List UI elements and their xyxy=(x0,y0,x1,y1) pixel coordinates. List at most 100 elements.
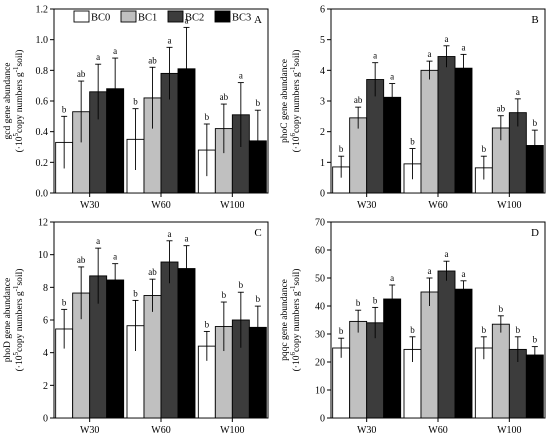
bar-bc0 xyxy=(332,347,351,419)
y-tick-label: 0 xyxy=(43,414,48,425)
legend-label-bc3: BC3 xyxy=(232,13,251,24)
significance-label: a xyxy=(239,71,243,81)
significance-label: a xyxy=(168,229,172,239)
legend-swatch-bc0 xyxy=(73,10,90,23)
y-tick-label: 0 xyxy=(320,414,325,425)
y-axis-label: pqqc gene abundance(·106copy numbers g-1… xyxy=(280,269,302,372)
significance-label: b xyxy=(373,295,378,305)
significance-label: a xyxy=(113,46,117,56)
significance-label: b xyxy=(133,97,138,107)
significance-label: b xyxy=(222,290,227,300)
significance-label: ab xyxy=(77,69,86,79)
legend-label-bc1: BC1 xyxy=(138,13,157,24)
y-tick-label: 0.8 xyxy=(36,66,49,77)
y-axis-label: phoC gene abundance(·106copy numbers g-1… xyxy=(280,50,302,153)
y-axis-label: gcd gene abundance(·105copy numbers g-1s… xyxy=(3,50,25,153)
bar-bc1 xyxy=(143,295,162,419)
y-tick-label: 40 xyxy=(315,302,325,313)
bar-bc1 xyxy=(420,69,439,194)
y-tick-label: 30 xyxy=(315,330,325,341)
significance-label: b xyxy=(239,280,244,290)
y-tick-label: 5 xyxy=(320,35,325,46)
significance-label: b xyxy=(133,288,138,298)
y-tick-label: 3 xyxy=(320,97,325,108)
y-tick-label: 60 xyxy=(315,246,325,257)
significance-label: b xyxy=(62,297,67,307)
x-tick-label: W100 xyxy=(220,425,244,436)
significance-label: ab xyxy=(148,267,157,277)
y-tick-label: 12 xyxy=(38,218,48,229)
bar-bc1 xyxy=(420,291,439,419)
x-tick-label: W30 xyxy=(357,425,376,436)
y-tick-label: 50 xyxy=(315,274,325,285)
bar-bc1 xyxy=(349,117,368,194)
x-tick-label: W60 xyxy=(428,425,447,436)
significance-label: a xyxy=(445,249,449,259)
y-tick-label: 0.4 xyxy=(36,127,49,138)
significance-label: a xyxy=(185,234,189,244)
bar-bc2 xyxy=(437,56,456,194)
legend-label-bc2: BC2 xyxy=(185,13,204,24)
significance-label: b xyxy=(533,335,538,345)
legend-swatch-bc2 xyxy=(167,10,184,23)
significance-label: a xyxy=(428,266,432,276)
significance-label: b xyxy=(339,326,344,336)
significance-label: b xyxy=(410,137,415,147)
significance-label: ab xyxy=(354,95,363,105)
y-tick-label: 4 xyxy=(320,66,325,77)
y-tick-label: 0 xyxy=(320,189,325,200)
legend-swatch-bc1 xyxy=(120,10,137,23)
significance-label: ab xyxy=(497,104,506,114)
y-tick-label: 0.2 xyxy=(36,158,49,169)
significance-label: a xyxy=(185,15,189,25)
x-tick-label: W60 xyxy=(151,200,170,211)
bar-bc2 xyxy=(437,270,456,419)
significance-label: b xyxy=(482,325,487,335)
y-tick-label: 1 xyxy=(320,158,325,169)
panel-a: 0.00.20.40.60.81.01.2W30babaaW60babaaW10… xyxy=(3,5,269,211)
bar-bc3 xyxy=(106,279,125,419)
panel-letter: B xyxy=(531,14,538,26)
significance-label: a xyxy=(113,252,117,262)
significance-label: a xyxy=(168,35,172,45)
significance-label: a xyxy=(96,52,100,62)
x-tick-label: W60 xyxy=(151,425,170,436)
significance-label: b xyxy=(516,325,521,335)
y-tick-label: 10 xyxy=(315,386,325,397)
bar-bc1 xyxy=(349,320,368,419)
y-tick-label: 6 xyxy=(43,316,48,327)
bar-bc3 xyxy=(454,288,473,419)
significance-label: b xyxy=(62,104,67,114)
significance-label: b xyxy=(533,118,538,128)
x-tick-label: W60 xyxy=(428,200,447,211)
y-tick-label: 1.0 xyxy=(36,35,49,46)
significance-label: b xyxy=(356,298,361,308)
bar-bc3 xyxy=(383,298,402,419)
significance-label: b xyxy=(482,144,487,154)
significance-label: a xyxy=(96,236,100,246)
bar-bc3 xyxy=(454,67,473,194)
x-tick-label: W30 xyxy=(357,200,376,211)
y-tick-label: 10 xyxy=(38,250,48,261)
significance-label: b xyxy=(256,98,261,108)
y-axis-label: phoD gene abundance(·105copy numbers g-1… xyxy=(3,269,25,372)
y-tick-label: 6 xyxy=(320,5,325,16)
x-tick-label: W30 xyxy=(80,425,99,436)
significance-label: b xyxy=(205,319,210,329)
bar-bc3 xyxy=(525,354,544,419)
x-tick-label: W100 xyxy=(220,200,244,211)
y-tick-label: 0.6 xyxy=(36,97,49,108)
panel-letter: C xyxy=(254,227,261,239)
y-tick-label: 2 xyxy=(320,127,325,138)
y-tick-label: 4 xyxy=(43,348,48,359)
significance-label: a xyxy=(462,42,466,52)
panel-letter: D xyxy=(531,227,539,239)
panel-letter: A xyxy=(254,14,262,26)
legend-label-bc0: BC0 xyxy=(91,13,110,24)
bar-bc1 xyxy=(491,323,510,419)
legend-swatch-bc3 xyxy=(214,10,231,23)
bar-bc2 xyxy=(366,79,385,194)
